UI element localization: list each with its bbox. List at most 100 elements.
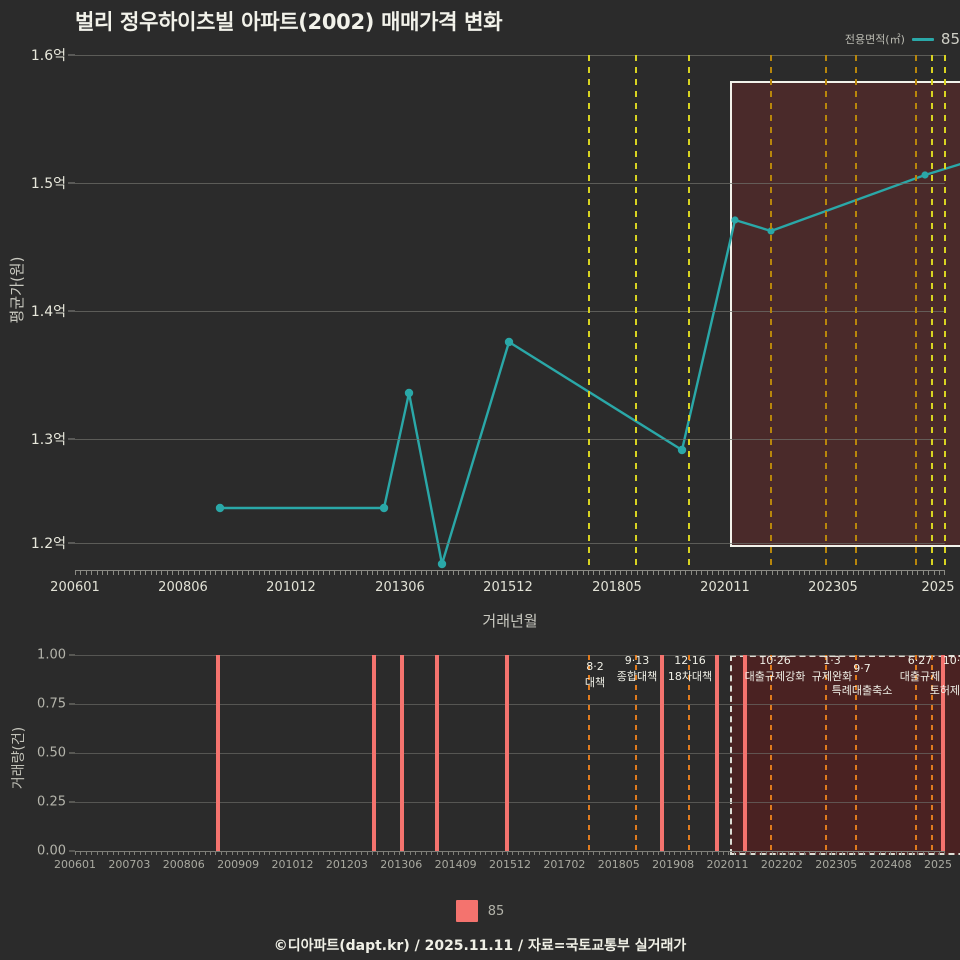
price-x-tick-label: 200806 [158, 580, 208, 595]
price-x-minor-tick [625, 570, 627, 575]
volume-x-minor-tick [177, 851, 179, 855]
price-gridline [75, 311, 945, 312]
price-x-minor-tick [134, 570, 136, 575]
price-x-minor-tick [447, 570, 449, 575]
price-x-minor-tick [431, 570, 433, 575]
volume-x-minor-tick [544, 851, 546, 855]
price-x-minor-tick [755, 570, 757, 575]
volume-x-minor-tick [399, 851, 400, 855]
volume-x-minor-tick [658, 851, 660, 855]
volume-x-minor-tick [798, 851, 800, 855]
price-x-minor-tick [804, 570, 805, 575]
volume-x-minor-tick [129, 851, 130, 855]
price-x-minor-tick [226, 570, 228, 575]
price-y-tick-mark [68, 542, 75, 544]
volume-x-tick-label: 201306 [380, 858, 423, 871]
price-x-minor-tick [496, 570, 498, 575]
volume-x-tick-label: 201012 [271, 858, 314, 871]
price-x-minor-tick [210, 570, 211, 575]
price-x-axis [75, 570, 945, 571]
price-x-minor-tick [323, 570, 325, 575]
volume-x-minor-tick [188, 851, 190, 855]
volume-x-minor-tick [755, 851, 757, 855]
volume-event-vline [770, 655, 772, 851]
volume-event-name: 대출규제강화 [744, 670, 806, 683]
volume-bar [941, 655, 945, 851]
price-x-minor-tick [166, 570, 168, 575]
price-x-minor-tick [355, 570, 357, 575]
price-x-axis-label: 거래년월 [482, 612, 538, 630]
price-x-minor-tick [204, 570, 206, 575]
price-gridline [75, 543, 945, 544]
price-x-minor-tick [874, 570, 876, 575]
price-plot-area: 1.6억 1.5억 1.4억 1.3억 1.2억 [31, 48, 960, 570]
volume-x-minor-tick [685, 851, 687, 855]
volume-event-vline [855, 655, 857, 851]
price-x-minor-tick [328, 570, 330, 575]
volume-x-minor-tick [393, 851, 395, 855]
price-x-minor-tick [944, 570, 946, 575]
price-event-vline [915, 55, 917, 570]
price-x-minor-tick [366, 570, 368, 575]
volume-x-minor-tick [625, 851, 627, 855]
volume-x-minor-tick [874, 851, 876, 855]
price-x-minor-tick [372, 570, 373, 575]
volume-event-name: 규제완화 [811, 670, 853, 683]
price-x-minor-tick [377, 570, 379, 575]
price-x-minor-tick [906, 570, 908, 575]
volume-x-minor-tick [436, 851, 438, 855]
price-x-minor-tick [744, 570, 746, 575]
price-x-minor-tick [80, 570, 82, 575]
volume-x-minor-tick [318, 851, 319, 855]
price-x-minor-tick [615, 570, 616, 575]
volume-x-minor-tick [739, 851, 741, 855]
volume-x-minor-tick [615, 851, 616, 855]
volume-x-minor-tick [112, 851, 114, 855]
price-x-minor-tick [118, 570, 120, 575]
volume-x-minor-tick [777, 851, 778, 855]
price-x-tick-label: 202011 [700, 580, 750, 595]
volume-x-minor-tick [906, 851, 908, 855]
price-event-vline [931, 55, 933, 570]
volume-x-minor-tick [247, 851, 249, 855]
price-x-minor-tick [285, 570, 287, 575]
volume-x-tick-label: 2025 [924, 858, 952, 871]
price-x-minor-tick [663, 570, 665, 575]
price-x-minor-tick [539, 570, 541, 575]
volume-x-tick-label: 200909 [217, 858, 260, 871]
price-x-minor-tick [361, 570, 363, 575]
volume-event-date: 6·27 [907, 654, 933, 667]
volume-y-tick-label: 0.75 [37, 696, 66, 712]
price-x-minor-tick [404, 570, 406, 575]
volume-x-axis [75, 851, 945, 852]
price-x-minor-tick [901, 570, 903, 575]
volume-x-minor-tick [917, 851, 919, 855]
volume-x-minor-tick [588, 851, 589, 855]
price-x-minor-tick [820, 570, 822, 575]
legend-bottom: 85 [0, 900, 960, 922]
volume-x-minor-tick [787, 851, 789, 855]
price-x-minor-tick [696, 570, 697, 575]
price-x-minor-tick [912, 570, 913, 575]
volume-event-name: 종합대책 [616, 670, 658, 683]
volume-x-minor-tick [922, 851, 924, 855]
price-y-axis-label: 평균가(원) [8, 256, 26, 324]
volume-x-minor-tick [939, 851, 940, 855]
volume-bar [743, 655, 747, 851]
price-series-points-85 [215, 171, 929, 569]
price-x-minor-tick [296, 570, 298, 575]
price-x-minor-tick [231, 570, 233, 575]
price-x-minor-tick [75, 570, 76, 575]
volume-x-minor-tick [609, 851, 611, 855]
volume-x-minor-tick [382, 851, 384, 855]
volume-event-date: 10·26 [759, 654, 791, 667]
volume-event-vline [635, 655, 637, 851]
price-x-minor-tick [933, 570, 935, 575]
volume-x-minor-tick [220, 851, 222, 855]
volume-event-name: 특례대출축소 [831, 684, 893, 697]
price-x-minor-tick [388, 570, 390, 575]
volume-x-minor-tick [404, 851, 406, 855]
volume-x-minor-tick [523, 851, 525, 855]
price-x-minor-tick [91, 570, 93, 575]
price-y-tick-label: 1.3억 [30, 432, 66, 448]
